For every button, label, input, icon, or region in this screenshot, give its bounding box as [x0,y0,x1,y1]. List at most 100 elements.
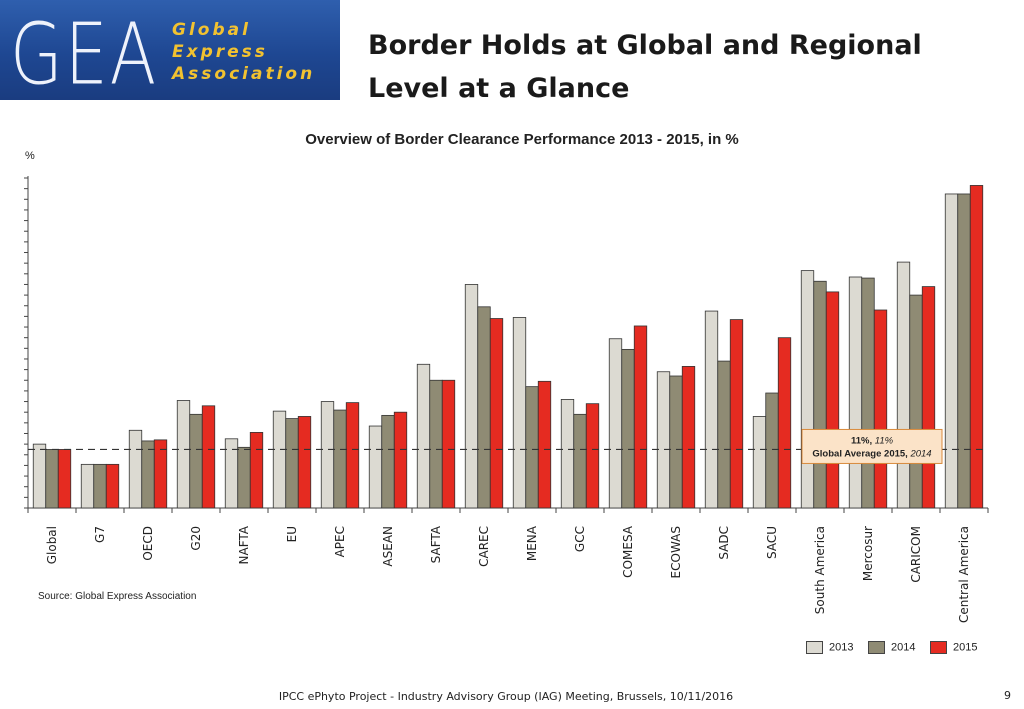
bar-2014-comesa [621,348,635,509]
x-tick-label: ASEAN [381,526,395,567]
gea-logo: GEA Global Express Association [0,0,340,100]
bar-2015-mena [537,380,552,509]
logo-line-express: Express [172,42,268,62]
bar-2013-south-america [800,270,815,509]
bar-2015-sacu [777,337,792,509]
x-tick-label: SAFTA [429,525,443,563]
bar-chart: Global G7 OECD G20 NAFTA EU APEC ASEAN SAFTA CARE… [24,176,989,623]
x-tick-label: CAREC [477,526,491,567]
bar-2014-sadc [717,360,731,509]
bar-2014-oecd [141,440,155,509]
legend-item-2014: 2014 [868,641,915,654]
y-axis-unit: % [25,150,35,162]
x-tick-label: ECOWAS [669,526,683,578]
legend-label: 2015 [953,641,978,654]
bar-2014-ecowas [669,375,683,509]
bar-2015-comesa [633,325,648,509]
legend-label: 2014 [891,641,916,654]
x-tick-label: COMESA [621,525,635,578]
bar-2014-mercosur [861,277,875,509]
x-tick-label: South America [813,526,827,614]
bar-2014-g20 [189,413,203,509]
x-tick-label: Central America [957,526,971,623]
logo-line-global: Global [172,20,251,40]
x-tick-label: MENA [525,525,539,561]
bar-2015-oecd [153,439,168,509]
annotation-line-2: Global Average 2015, 2014 [812,448,931,459]
bar-2013-asean [368,425,383,509]
x-tick-label: NAFTA [237,525,251,564]
bar-2013-gcc [560,399,575,509]
x-tick-label: Mercosur [861,526,875,581]
bar-2014-caricom [909,294,923,509]
bar-2013-safta [416,363,431,509]
bar-2015-global [57,449,72,509]
x-tick-label: SACU [765,526,779,559]
bar-2015-g7 [105,463,120,509]
legend-swatch [930,641,947,654]
bar-2014-mena [525,386,539,509]
annotation-box [801,428,943,464]
bar-2013-global [32,443,47,509]
bar-2013-oecd [128,429,143,509]
x-tick-label: EU [285,526,299,542]
bar-2015-ecowas [681,366,696,509]
x-tick-label: Global [45,526,59,564]
legend-item-2015: 2015 [930,641,977,654]
bar-2014-nafta [237,446,251,509]
bar-2015-asean [393,411,408,509]
bar-2014-south-america [813,280,827,509]
bar-2014-sacu [765,392,779,509]
bar-2013-g7 [80,463,95,509]
bar-2014-carec [477,306,491,509]
bar-2013-mena [512,317,527,509]
legend-label: 2013 [829,641,854,654]
bar-2015-central-america [969,185,984,509]
bar-2014-eu [285,418,299,509]
bar-2013-apec [320,401,335,509]
bar-2014-gcc [573,413,587,509]
bar-2013-g20 [176,400,191,509]
x-tick-label: CARICOM [909,526,923,583]
bar-2015-nafta [249,432,264,509]
logo-initials: GEA [10,6,159,100]
bar-2013-eu [272,410,287,509]
bar-2015-sadc [729,319,744,509]
bar-2013-sacu [752,416,767,509]
logo-line-association: Association [172,64,316,84]
bar-2015-eu [297,416,312,509]
bar-2013-ecowas [656,371,671,509]
bar-2013-caricom [896,261,911,509]
x-tick-label: OECD [141,526,155,561]
x-tick-label: APEC [333,526,347,557]
bar-2013-comesa [608,338,623,509]
bar-2015-caricom [921,286,936,509]
bar-2015-mercosur [873,309,888,509]
x-tick-label: G7 [93,526,107,543]
bar-2014-asean [381,414,395,509]
legend-item-2013: 2013 [806,641,853,654]
bar-2013-carec [464,284,479,509]
source-note: Source: Global Express Association [38,591,197,602]
x-tick-label: SADC [717,526,731,560]
chart-title: Overview of Border Clearance Performance… [305,131,739,148]
bar-2015-apec [345,402,360,509]
x-tick-label: GCC [573,526,587,552]
x-tick-label: G20 [189,526,203,551]
bar-2013-mercosur [848,276,863,509]
bar-2014-g7 [93,463,107,509]
bar-2013-central-america [944,193,959,509]
bar-2014-global [45,449,59,509]
bar-2013-sadc [704,310,719,509]
legend-swatch [868,641,885,654]
bar-2015-carec [489,318,504,509]
bar-2015-gcc [585,403,600,509]
legend-swatch [806,641,823,654]
bar-2014-safta [429,379,443,509]
bar-2015-south-america [825,291,840,509]
bar-2015-safta [441,379,456,509]
page-title: Border Holds at Global and Regional Leve… [368,30,922,104]
bar-2014-apec [333,409,347,509]
bar-2015-g20 [201,405,216,509]
footer-text: IPCC ePhyto Project - Industry Advisory … [278,690,734,703]
